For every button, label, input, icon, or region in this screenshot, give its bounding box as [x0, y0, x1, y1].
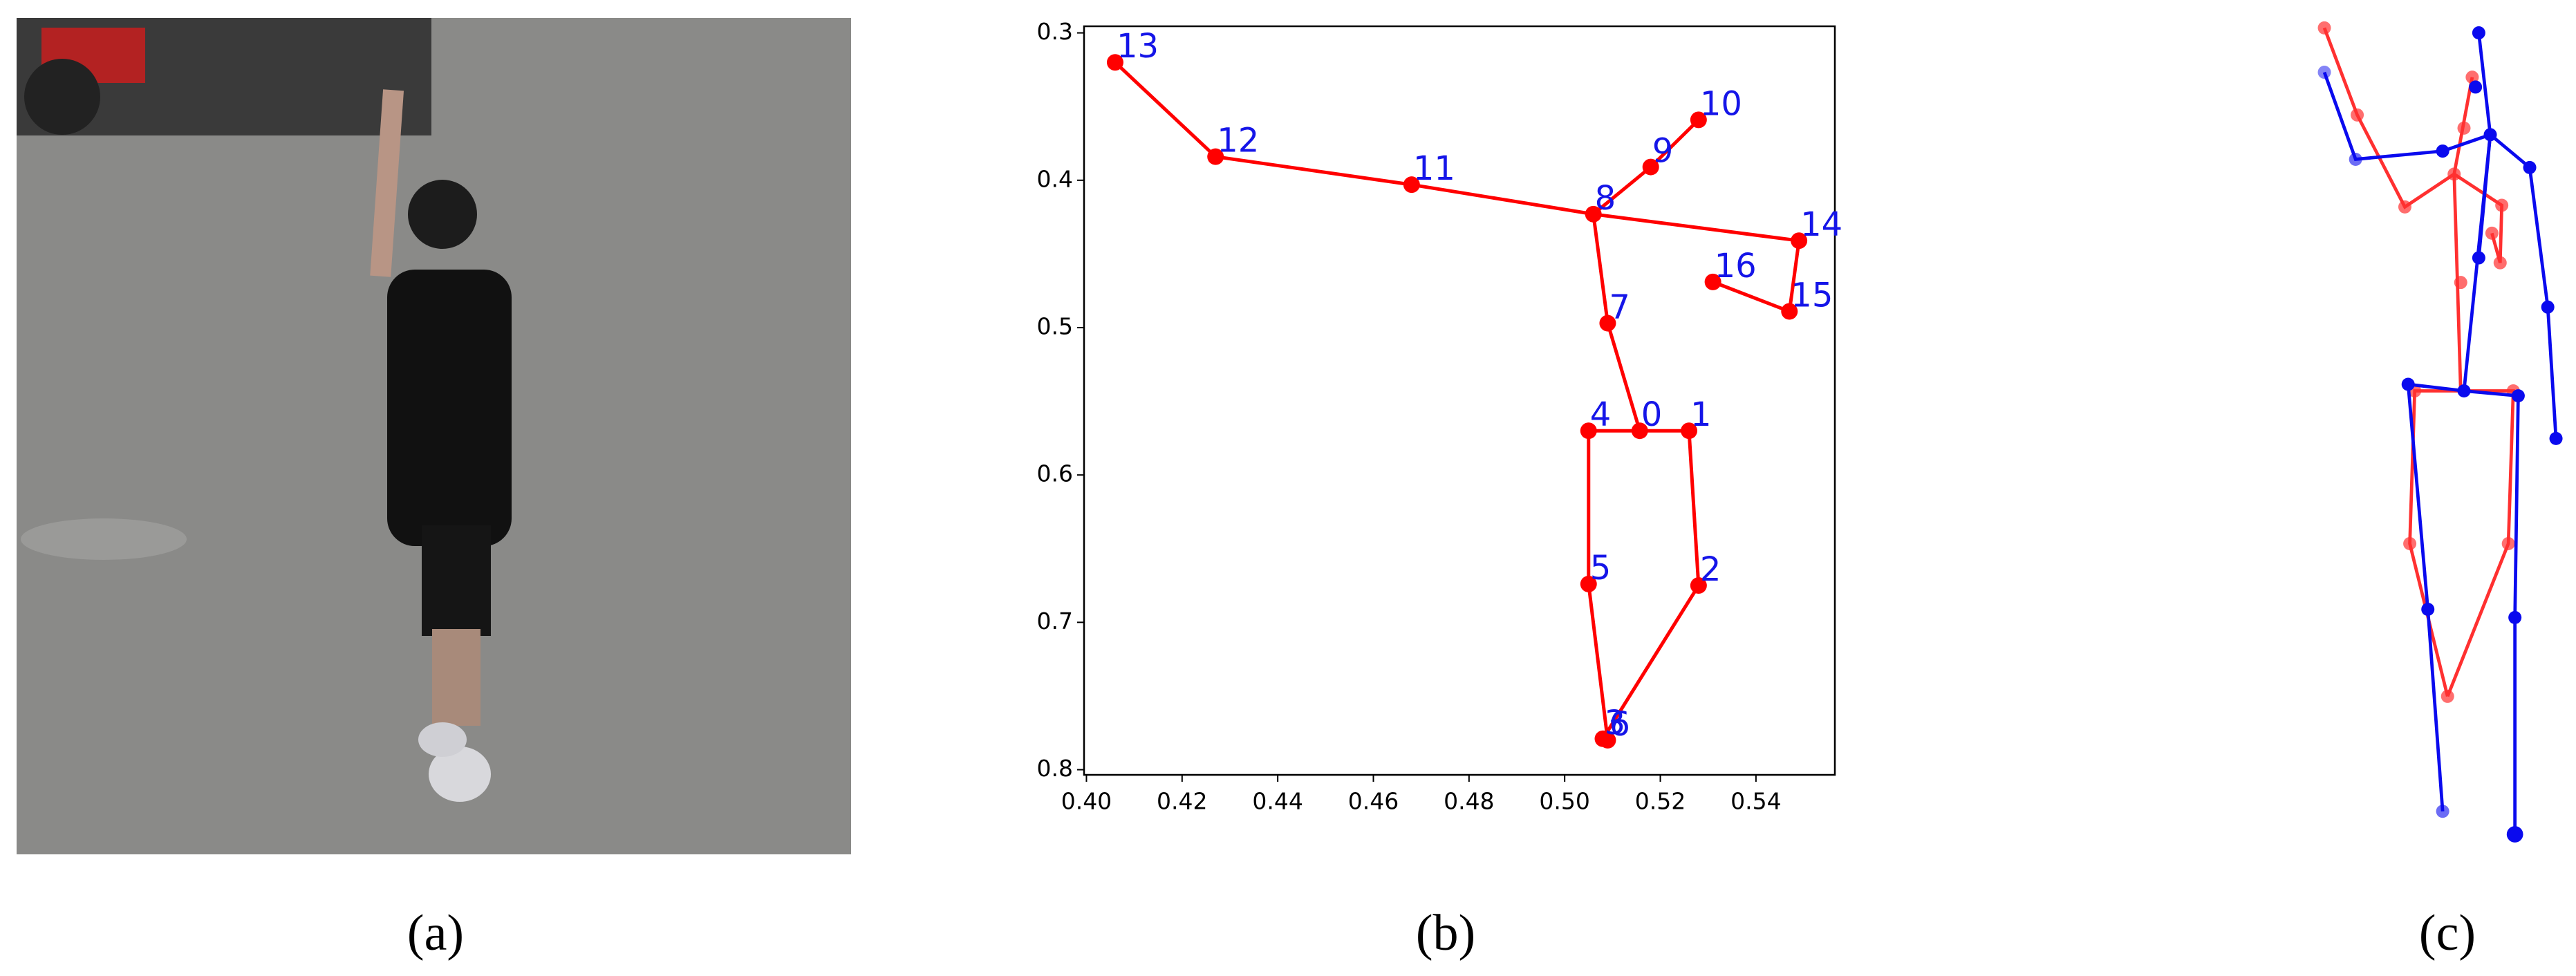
keypoint-label: 5 [1590, 549, 1612, 588]
keypoint [1791, 232, 1808, 250]
keypoint [1599, 315, 1616, 332]
keypoint [1585, 205, 1602, 223]
keypoint-label: 2 [1700, 550, 1721, 589]
keypoint [1207, 148, 1224, 165]
x-tick-label: 0.44 [1252, 788, 1303, 815]
skeleton-segment [1649, 118, 1700, 169]
keypoint-label: 6 [1609, 705, 1630, 744]
skeleton-segment [1215, 155, 1412, 187]
keypoint-label: 8 [1595, 179, 1616, 218]
keypoint [1704, 273, 1721, 290]
keypoint [1580, 422, 1597, 440]
keypoint-label: 12 [1217, 122, 1259, 160]
x-tick-label: 0.42 [1157, 788, 1207, 815]
skeleton-segment [1587, 583, 1609, 741]
keypoint [1631, 422, 1648, 440]
skeleton-segment [1593, 212, 1800, 243]
skeleton-segment [1592, 214, 1609, 323]
y-tick-label: 0.6 [1037, 460, 1073, 487]
y-tick-label: 0.7 [1037, 608, 1073, 635]
keypoint [1599, 731, 1616, 749]
x-tick-label: 0.40 [1061, 788, 1112, 815]
keypoint [1690, 577, 1707, 594]
caption: (a) [407, 905, 464, 961]
keypoint-label: 0 [1641, 395, 1663, 434]
skeleton-overlay [2317, 21, 2563, 843]
keypoint-label: 11 [1413, 149, 1455, 188]
caption: (b) [1416, 905, 1475, 961]
keypoint-label: 13 [1117, 27, 1159, 66]
keypoint [1642, 158, 1659, 176]
y-tick-label: 0.4 [1037, 165, 1073, 192]
red-skeleton [2317, 21, 2520, 703]
keypoint [1580, 575, 1597, 592]
skeleton-segment [1687, 431, 1701, 586]
keypoint-plot: 0.40 0.42 0.44 0.46 0.48 0.50 0.52 0.540.30.40.… [1037, 18, 1843, 814]
plot-frame [1083, 25, 1836, 776]
skeleton-segment [1601, 584, 1700, 740]
keypoint-label: 1 [1690, 395, 1712, 434]
keypoint [1106, 54, 1123, 71]
skeleton-segment [1712, 280, 1791, 313]
keypoint-label: 16 [1715, 247, 1757, 285]
y-tick-label: 0.5 [1037, 312, 1073, 339]
keypoint-label: 7 [1609, 288, 1630, 327]
skeleton-segment [1606, 322, 1642, 431]
keypoint-label: 14 [1800, 205, 1842, 244]
photo [17, 18, 851, 854]
x-tick-label: 0.46 [1348, 788, 1399, 815]
keypoint [1781, 303, 1798, 320]
skeleton-segment [1592, 165, 1652, 216]
x-tick-label: 0.48 [1444, 788, 1494, 815]
caption: (c) [2419, 905, 2476, 961]
skeleton-segment [1787, 240, 1801, 312]
keypoint [1681, 422, 1698, 440]
keypoint [1690, 111, 1707, 129]
x-tick-label: 0.50 [1539, 788, 1589, 815]
skeleton-segment [1411, 182, 1594, 216]
keypoint-label: 10 [1700, 84, 1742, 123]
keypoint-label: 15 [1791, 276, 1833, 315]
skeleton-segment [1114, 61, 1217, 158]
blue-skeleton [2317, 26, 2563, 843]
x-tick-label: 0.54 [1730, 788, 1781, 815]
keypoint-label: 9 [1652, 132, 1674, 171]
y-tick-label: 0.3 [1037, 18, 1073, 45]
x-tick-label: 0.52 [1635, 788, 1686, 815]
keypoint-label: 4 [1590, 395, 1612, 434]
y-tick-label: 0.8 [1037, 755, 1073, 782]
keypoint-label: 3 [1605, 704, 1626, 742]
keypoint [1403, 176, 1420, 194]
